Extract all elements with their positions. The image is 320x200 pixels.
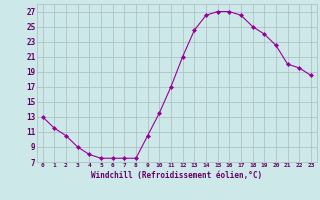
X-axis label: Windchill (Refroidissement éolien,°C): Windchill (Refroidissement éolien,°C)	[91, 171, 262, 180]
